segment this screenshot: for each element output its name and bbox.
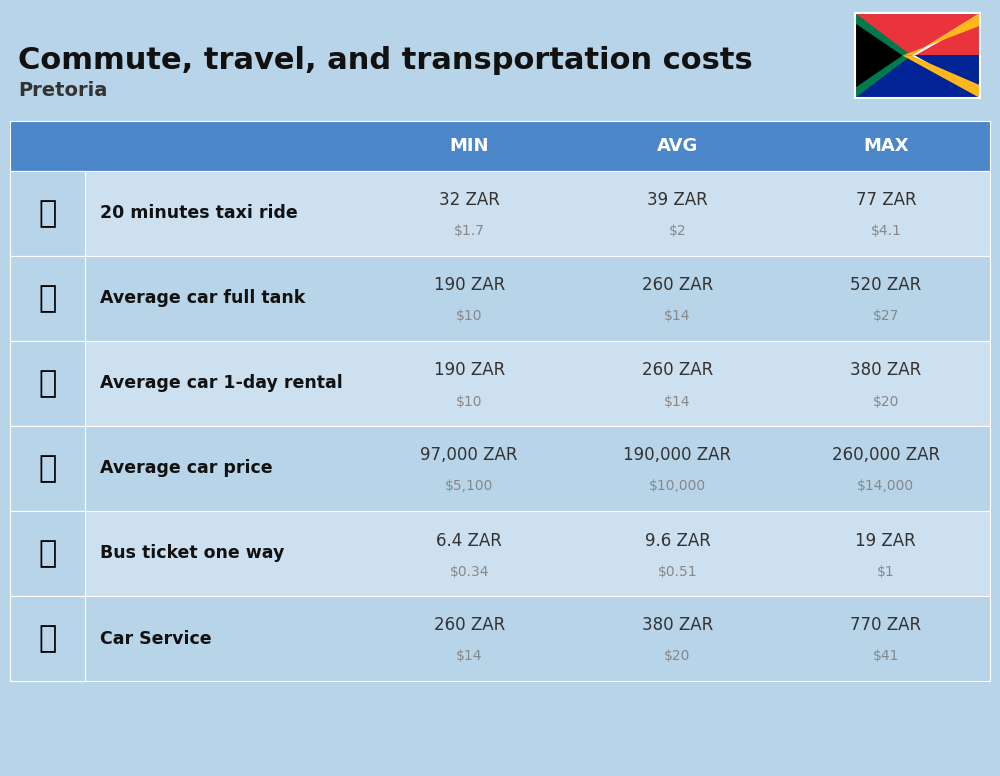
- Text: $1.7: $1.7: [454, 224, 485, 238]
- FancyBboxPatch shape: [10, 171, 990, 256]
- Polygon shape: [855, 23, 902, 88]
- Text: Average car price: Average car price: [100, 459, 273, 477]
- Text: 19 ZAR: 19 ZAR: [855, 532, 916, 549]
- Text: 190 ZAR: 190 ZAR: [434, 362, 505, 379]
- Text: 🚗: 🚗: [38, 454, 57, 483]
- Text: 260,000 ZAR: 260,000 ZAR: [832, 446, 940, 465]
- Polygon shape: [902, 56, 980, 98]
- Text: 380 ZAR: 380 ZAR: [642, 616, 713, 635]
- Text: $0.51: $0.51: [658, 564, 697, 578]
- Text: ⛽: ⛽: [38, 284, 57, 313]
- Text: $1: $1: [877, 564, 895, 578]
- Text: 6.4 ZAR: 6.4 ZAR: [436, 532, 502, 549]
- Text: 🚕: 🚕: [38, 199, 57, 228]
- Text: 380 ZAR: 380 ZAR: [850, 362, 921, 379]
- Text: $10,000: $10,000: [649, 480, 706, 494]
- Text: $41: $41: [873, 650, 899, 663]
- Text: 🚘: 🚘: [38, 624, 57, 653]
- Text: $10: $10: [456, 394, 482, 408]
- Text: Average car full tank: Average car full tank: [100, 289, 305, 307]
- Text: $20: $20: [664, 650, 691, 663]
- Text: 97,000 ZAR: 97,000 ZAR: [420, 446, 518, 465]
- Polygon shape: [911, 13, 980, 56]
- Text: 9.6 ZAR: 9.6 ZAR: [645, 532, 710, 549]
- FancyBboxPatch shape: [10, 511, 990, 596]
- Text: 77 ZAR: 77 ZAR: [856, 192, 916, 210]
- Text: MAX: MAX: [863, 137, 909, 155]
- FancyBboxPatch shape: [10, 121, 990, 171]
- FancyBboxPatch shape: [10, 341, 990, 426]
- Text: 190,000 ZAR: 190,000 ZAR: [623, 446, 732, 465]
- Text: Commute, travel, and transportation costs: Commute, travel, and transportation cost…: [18, 46, 753, 75]
- FancyBboxPatch shape: [855, 13, 980, 56]
- FancyBboxPatch shape: [10, 426, 990, 511]
- FancyBboxPatch shape: [855, 56, 980, 98]
- FancyBboxPatch shape: [10, 171, 85, 256]
- Polygon shape: [855, 13, 911, 98]
- Text: Average car 1-day rental: Average car 1-day rental: [100, 375, 343, 393]
- Text: $14,000: $14,000: [857, 480, 914, 494]
- Text: Car Service: Car Service: [100, 629, 212, 647]
- Text: $5,100: $5,100: [445, 480, 493, 494]
- Text: AVG: AVG: [657, 137, 698, 155]
- Text: 260 ZAR: 260 ZAR: [642, 362, 713, 379]
- Polygon shape: [902, 13, 980, 56]
- FancyBboxPatch shape: [10, 256, 990, 341]
- Text: 520 ZAR: 520 ZAR: [850, 276, 921, 295]
- Text: 770 ZAR: 770 ZAR: [850, 616, 921, 635]
- Text: 🚙: 🚙: [38, 369, 57, 398]
- Text: $20: $20: [873, 394, 899, 408]
- Text: $14: $14: [456, 650, 482, 663]
- FancyBboxPatch shape: [10, 256, 85, 341]
- Text: 🚌: 🚌: [38, 539, 57, 568]
- FancyBboxPatch shape: [10, 596, 85, 681]
- Text: Pretoria: Pretoria: [18, 81, 107, 100]
- Text: 260 ZAR: 260 ZAR: [434, 616, 505, 635]
- Text: $27: $27: [873, 310, 899, 324]
- FancyBboxPatch shape: [10, 511, 85, 596]
- Text: $4.1: $4.1: [870, 224, 901, 238]
- Text: 39 ZAR: 39 ZAR: [647, 192, 708, 210]
- Text: $0.34: $0.34: [449, 564, 489, 578]
- Text: $14: $14: [664, 310, 691, 324]
- FancyBboxPatch shape: [10, 596, 990, 681]
- Text: 20 minutes taxi ride: 20 minutes taxi ride: [100, 205, 298, 223]
- Text: $2: $2: [669, 224, 686, 238]
- Text: 260 ZAR: 260 ZAR: [642, 276, 713, 295]
- Text: Bus ticket one way: Bus ticket one way: [100, 545, 284, 563]
- Text: 32 ZAR: 32 ZAR: [439, 192, 500, 210]
- FancyBboxPatch shape: [10, 426, 85, 511]
- Text: MIN: MIN: [449, 137, 489, 155]
- FancyBboxPatch shape: [10, 341, 85, 426]
- Text: $14: $14: [664, 394, 691, 408]
- Text: 190 ZAR: 190 ZAR: [434, 276, 505, 295]
- Polygon shape: [911, 56, 980, 98]
- Text: $10: $10: [456, 310, 482, 324]
